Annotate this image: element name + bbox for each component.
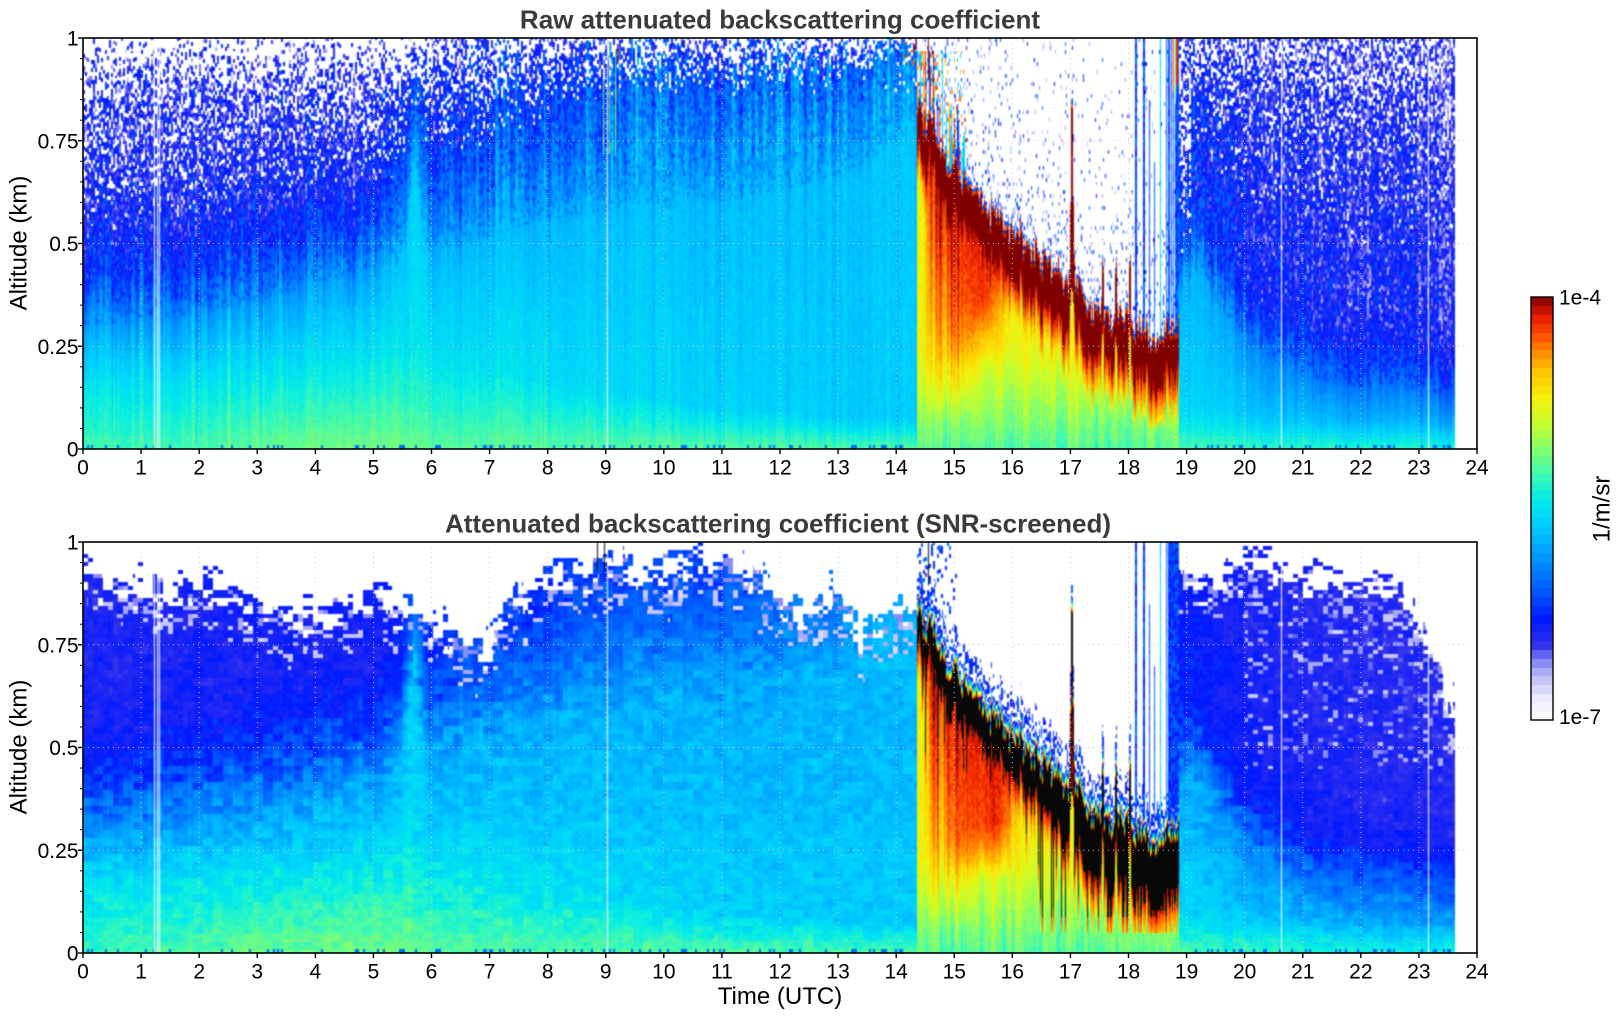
svg-text:16: 16: [1001, 961, 1024, 984]
svg-text:17: 17: [1059, 457, 1082, 480]
svg-text:13: 13: [826, 457, 849, 480]
svg-text:6: 6: [426, 457, 438, 480]
svg-text:Time (UTC): Time (UTC): [718, 983, 842, 1010]
svg-text:24: 24: [1465, 457, 1489, 480]
svg-text:2: 2: [193, 457, 205, 480]
svg-text:24: 24: [1465, 961, 1489, 984]
svg-text:14: 14: [884, 457, 908, 480]
svg-text:8: 8: [542, 961, 554, 984]
svg-text:21: 21: [1291, 457, 1314, 480]
svg-text:15: 15: [943, 961, 966, 984]
svg-text:10: 10: [652, 961, 675, 984]
svg-text:Altitude (km): Altitude (km): [6, 176, 33, 311]
svg-text:15: 15: [943, 457, 966, 480]
svg-text:12: 12: [768, 457, 791, 480]
svg-text:Raw attenuated backscattering: Raw attenuated backscattering coefficien…: [520, 5, 1040, 35]
svg-text:10: 10: [652, 457, 675, 480]
svg-text:12: 12: [768, 961, 791, 984]
svg-text:0.25: 0.25: [38, 840, 79, 863]
svg-text:21: 21: [1291, 961, 1314, 984]
svg-text:0.75: 0.75: [38, 130, 79, 153]
svg-text:1: 1: [135, 961, 147, 984]
svg-text:19: 19: [1175, 457, 1198, 480]
svg-text:3: 3: [251, 961, 263, 984]
svg-text:19: 19: [1175, 961, 1198, 984]
svg-text:11: 11: [711, 457, 733, 480]
svg-text:1: 1: [135, 457, 147, 480]
svg-text:2: 2: [193, 961, 205, 984]
svg-text:0.5: 0.5: [49, 233, 78, 256]
svg-text:1: 1: [67, 532, 79, 555]
svg-text:Attenuated backscattering coef: Attenuated backscattering coefficient (S…: [445, 509, 1111, 539]
svg-text:0: 0: [67, 943, 79, 966]
svg-text:4: 4: [309, 457, 321, 480]
svg-text:0: 0: [77, 457, 89, 480]
svg-text:18: 18: [1117, 457, 1140, 480]
svg-text:23: 23: [1407, 961, 1430, 984]
svg-text:0: 0: [77, 961, 89, 984]
svg-text:1/m/sr: 1/m/sr: [1589, 476, 1616, 543]
svg-text:20: 20: [1233, 457, 1256, 480]
svg-text:4: 4: [309, 961, 321, 984]
svg-text:11: 11: [711, 961, 733, 984]
svg-text:0.75: 0.75: [38, 634, 79, 657]
svg-text:0: 0: [67, 439, 79, 462]
svg-text:5: 5: [368, 457, 380, 480]
svg-text:23: 23: [1407, 457, 1430, 480]
svg-text:22: 22: [1349, 961, 1372, 984]
svg-text:18: 18: [1117, 961, 1140, 984]
svg-text:7: 7: [484, 457, 496, 480]
svg-text:17: 17: [1059, 961, 1082, 984]
svg-text:1e-4: 1e-4: [1559, 287, 1601, 310]
svg-text:0.5: 0.5: [49, 737, 78, 760]
svg-text:16: 16: [1001, 457, 1024, 480]
svg-text:6: 6: [426, 961, 438, 984]
svg-text:14: 14: [884, 961, 908, 984]
svg-text:Altitude (km): Altitude (km): [6, 680, 33, 815]
svg-text:7: 7: [484, 961, 496, 984]
svg-text:9: 9: [600, 457, 612, 480]
svg-text:1: 1: [67, 28, 79, 51]
svg-text:0.25: 0.25: [38, 336, 79, 359]
svg-text:5: 5: [368, 961, 380, 984]
svg-text:22: 22: [1349, 457, 1372, 480]
svg-text:9: 9: [600, 961, 612, 984]
svg-text:20: 20: [1233, 961, 1256, 984]
svg-text:1e-7: 1e-7: [1559, 706, 1601, 729]
svg-text:13: 13: [826, 961, 849, 984]
svg-text:8: 8: [542, 457, 554, 480]
svg-text:3: 3: [251, 457, 263, 480]
